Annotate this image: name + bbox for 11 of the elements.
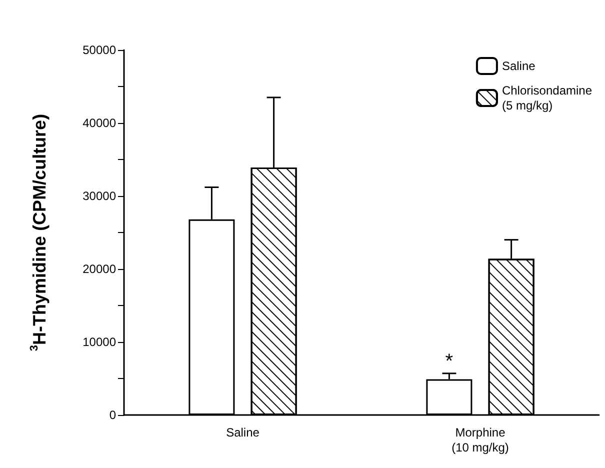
legend-label: Chlorisondamine (5 mg/kg) — [502, 84, 592, 112]
annotation: * — [445, 350, 454, 372]
y-tick-label: 10000 — [82, 335, 116, 349]
y-tick-label: 20000 — [82, 262, 116, 276]
x-tick-label: Morphine (10 mg/kg) — [452, 426, 509, 454]
y-axis-title: 3H-Thymidine (CPM/culture) — [28, 114, 50, 352]
y-tick-label: 40000 — [82, 116, 116, 130]
y-tick-label: 50000 — [82, 43, 116, 57]
y-tick-label: 0 — [109, 408, 116, 422]
y-tick-label: 30000 — [82, 189, 116, 203]
legend-label: Saline — [502, 59, 536, 73]
